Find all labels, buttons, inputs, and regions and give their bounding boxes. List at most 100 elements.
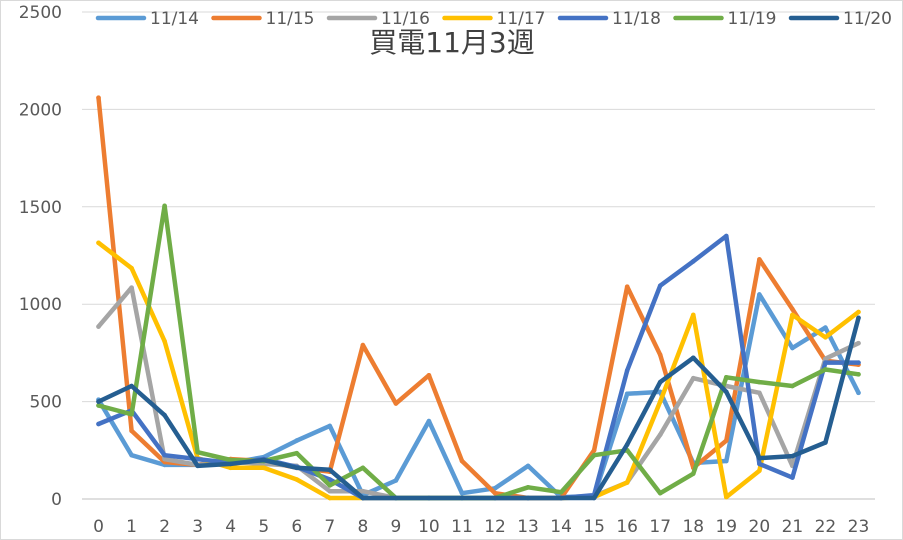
data-point (591, 452, 597, 458)
x-tick-label: 1 (126, 517, 137, 537)
data-point (823, 440, 828, 445)
data-point (327, 483, 333, 488)
data-point (856, 390, 861, 396)
data-point (690, 259, 696, 264)
y-tick-label: 0 (51, 490, 62, 510)
data-point (724, 494, 729, 500)
data-point (129, 411, 134, 417)
data-point (261, 457, 267, 463)
x-tick-label: 5 (258, 517, 269, 537)
data-point (558, 489, 564, 495)
legend-item: 11/20 (788, 9, 892, 29)
data-point (856, 309, 861, 315)
data-point (195, 463, 200, 469)
x-tick-label: 7 (324, 517, 335, 537)
data-point (393, 478, 399, 483)
legend-item: 11/19 (673, 9, 777, 29)
series-11-20 (96, 315, 861, 501)
data-point (657, 490, 663, 496)
data-point (724, 389, 729, 395)
data-point (724, 233, 729, 239)
data-point (624, 442, 630, 447)
x-tick-label: 12 (484, 517, 506, 537)
data-point (757, 292, 762, 297)
data-point (228, 461, 233, 467)
data-point (360, 495, 366, 501)
data-point (657, 352, 663, 358)
series-line (96, 315, 861, 501)
data-point (162, 203, 167, 209)
data-point (657, 399, 663, 404)
series-lines (96, 95, 861, 501)
data-point (690, 375, 696, 381)
data-point (96, 399, 101, 404)
legend-label: 11/16 (381, 9, 430, 29)
data-point (823, 360, 828, 365)
data-point (624, 284, 630, 289)
data-point (525, 463, 531, 469)
data-point (724, 374, 729, 380)
data-point (129, 383, 134, 389)
legend-item: 11/16 (326, 9, 430, 29)
data-point (757, 379, 762, 385)
legend-label: 11/14 (150, 9, 199, 29)
data-point (823, 356, 828, 362)
x-tick-label: 18 (682, 517, 704, 537)
data-point (426, 495, 432, 501)
data-point (624, 368, 630, 373)
data-point (690, 471, 696, 476)
legend-item: 11/15 (211, 9, 315, 29)
data-point (426, 418, 432, 424)
x-tick-label: 10 (418, 517, 440, 537)
data-point (96, 240, 101, 246)
data-point (790, 306, 795, 312)
x-tick-label: 22 (815, 517, 837, 537)
data-point (360, 488, 366, 494)
data-point (757, 455, 762, 461)
data-point (393, 495, 399, 501)
data-point (591, 448, 597, 453)
data-point (129, 265, 134, 271)
x-tick-label: 14 (550, 517, 572, 537)
data-point (96, 421, 101, 427)
y-tick-label: 1000 (19, 295, 62, 315)
data-point (327, 495, 333, 501)
x-tick-label: 17 (649, 517, 671, 537)
data-point (360, 342, 366, 348)
data-point (459, 490, 465, 496)
data-point (129, 452, 134, 458)
data-point (790, 312, 795, 318)
data-point (162, 456, 167, 462)
x-tick-label: 15 (583, 517, 605, 537)
data-point (856, 360, 861, 365)
legend-label: 11/20 (843, 9, 892, 29)
data-point (294, 438, 300, 443)
data-point (96, 403, 101, 408)
x-tick-label: 11 (451, 517, 473, 537)
y-tick-label: 2000 (19, 100, 62, 120)
legend-item: 11/18 (557, 9, 661, 29)
data-point (228, 465, 233, 471)
data-point (690, 312, 696, 318)
data-point (492, 495, 498, 501)
x-tick-label: 3 (192, 517, 203, 537)
data-point (690, 355, 696, 361)
data-point (657, 432, 663, 438)
data-point (790, 345, 795, 351)
legend-item: 11/17 (442, 9, 546, 29)
data-point (525, 495, 531, 501)
x-tick-label: 9 (390, 517, 401, 537)
x-tick-label: 13 (517, 517, 539, 537)
y-tick-label: 1500 (19, 198, 62, 218)
data-point (129, 285, 134, 290)
data-point (757, 461, 762, 467)
legend-label: 11/18 (612, 9, 661, 29)
x-tick-label: 6 (291, 517, 302, 537)
data-point (327, 467, 333, 473)
data-point (129, 428, 134, 434)
legend-item: 11/14 (95, 9, 199, 29)
data-point (757, 257, 762, 262)
y-tick-label: 2500 (19, 3, 62, 23)
